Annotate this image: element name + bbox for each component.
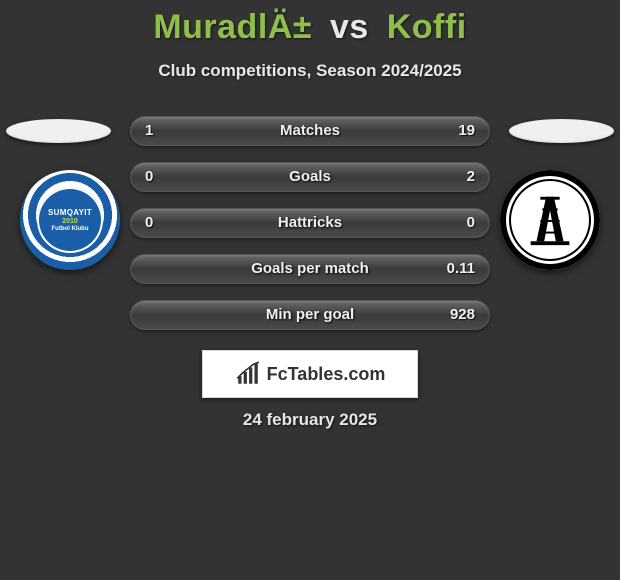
player2-name: Koffi — [387, 8, 467, 46]
stat-label: Matches — [131, 117, 489, 147]
stat-value-right: 928 — [450, 301, 475, 331]
stat-label: Hattricks — [131, 209, 489, 239]
badge-text: Futbol Klubu — [52, 226, 89, 232]
club-badge-right — [500, 170, 600, 270]
oil-derrick-icon — [521, 191, 579, 249]
stat-value-right: 0.11 — [447, 255, 475, 285]
club-badge-left-inner: SUMQAYIT 2010 Futbol Klubu — [37, 187, 103, 253]
player1-name: MuradlÄ± — [153, 8, 312, 46]
stat-value-right: 0 — [467, 209, 475, 239]
stat-value-right: 19 — [458, 117, 475, 147]
subtitle: Club competitions, Season 2024/2025 — [0, 61, 620, 81]
badge-text: 2010 — [62, 218, 78, 225]
bar-chart-icon — [235, 361, 261, 387]
stat-label: Goals per match — [131, 255, 489, 285]
vs-separator: vs — [330, 8, 369, 46]
stat-row-matches: 1 Matches 19 — [0, 116, 620, 162]
branding-text: FcTables.com — [267, 364, 386, 385]
page-title: MuradlÄ± vs Koffi — [0, 0, 620, 47]
stat-pill: Min per goal 928 — [130, 300, 490, 330]
player1-ellipse — [6, 119, 111, 143]
stat-pill: 0 Goals 2 — [130, 162, 490, 192]
footer-date: 24 february 2025 — [0, 410, 620, 430]
stat-label: Goals — [131, 163, 489, 193]
stat-label: Min per goal — [131, 301, 489, 331]
stat-pill: 0 Hattricks 0 — [130, 208, 490, 238]
stat-row-min-per-goal: Min per goal 928 — [0, 300, 620, 346]
club-badge-left: SUMQAYIT 2010 Futbol Klubu — [20, 170, 120, 270]
badge-text: SUMQAYIT — [48, 208, 92, 217]
stat-pill: Goals per match 0.11 — [130, 254, 490, 284]
stat-value-right: 2 — [467, 163, 475, 193]
stat-pill: 1 Matches 19 — [130, 116, 490, 146]
player2-ellipse — [509, 119, 614, 143]
branding-box[interactable]: FcTables.com — [202, 350, 418, 398]
